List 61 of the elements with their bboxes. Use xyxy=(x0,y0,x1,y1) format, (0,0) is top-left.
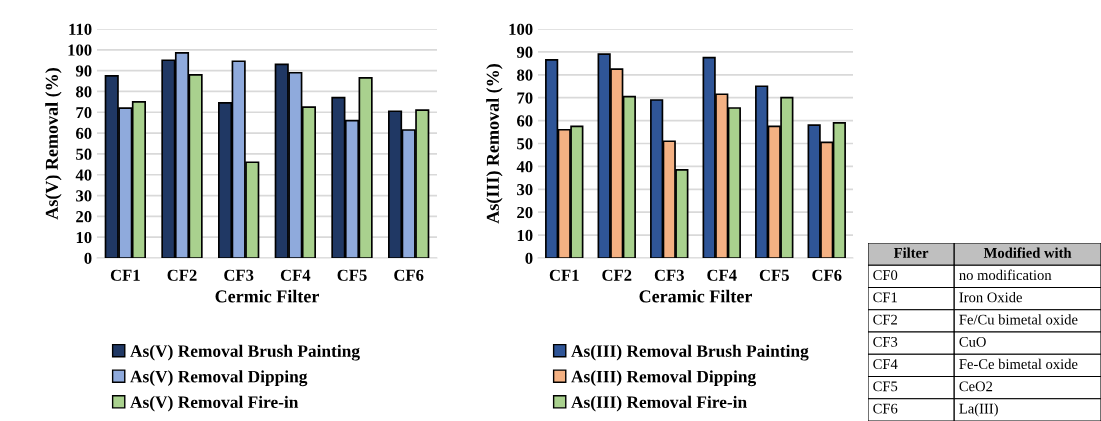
y-tick-label: 10 xyxy=(517,229,533,242)
text: Modified with xyxy=(983,247,1072,258)
y-axis-title: As(V) Removal (%) xyxy=(45,68,62,220)
y-tick-label: 0 xyxy=(84,252,92,264)
x-tick-label: CF2 xyxy=(602,269,632,281)
y-tick-label: 100 xyxy=(509,23,533,35)
legend-label: As(V) Removal Fire-in xyxy=(130,395,299,412)
text: La(III) xyxy=(959,403,998,417)
y-tick-label: 30 xyxy=(76,190,92,202)
y-tick-label: 50 xyxy=(76,148,92,160)
text: Filter xyxy=(893,247,929,258)
text: CuO xyxy=(959,336,986,347)
x-tick-label: CF3 xyxy=(224,269,254,281)
x-tick-label: CF6 xyxy=(394,269,424,281)
legend-label: As(III) Removal Fire-in xyxy=(571,395,747,412)
y-tick-label: 60 xyxy=(517,115,533,127)
y-tick-label: 110 xyxy=(69,23,92,35)
text: Iron Oxide xyxy=(959,292,1022,303)
y-tick-label: 70 xyxy=(76,106,92,119)
x-tick-label: CF6 xyxy=(812,269,842,281)
y-tick-label: 20 xyxy=(76,211,92,223)
text: CF0 xyxy=(873,270,898,281)
y-tick-label: 30 xyxy=(517,184,533,196)
legend-label: As(III) Removal Brush Painting xyxy=(571,344,809,361)
text: CF1 xyxy=(873,292,897,303)
legend-label: As(V) Removal Brush Painting xyxy=(130,344,360,361)
x-tick-label: CF1 xyxy=(549,269,579,281)
text: Fe-Ce bimetal oxide xyxy=(959,358,1078,370)
y-tick-label: 80 xyxy=(517,69,533,81)
y-axis-title: As(III) Removal (%) xyxy=(486,64,503,224)
x-tick-label: CF4 xyxy=(707,269,737,281)
y-tick-label: 40 xyxy=(75,169,92,181)
y-tick-label: 90 xyxy=(516,46,533,58)
text: CF4 xyxy=(873,359,898,370)
legend-label: As(V) Removal Dipping xyxy=(130,370,308,387)
x-tick-label: CF1 xyxy=(110,269,140,281)
y-tick-label: 80 xyxy=(76,86,92,98)
y-tick-label: 10 xyxy=(76,231,92,244)
text: CF3 xyxy=(873,336,898,347)
legend-label: As(III) Removal Dipping xyxy=(571,370,757,387)
y-tick-label: 50 xyxy=(517,138,533,150)
x-tick-label: CF5 xyxy=(759,269,789,281)
text: CF2 xyxy=(873,314,897,325)
x-axis-title: Cermic Filter xyxy=(215,289,319,303)
x-tick-label: CF4 xyxy=(280,269,311,281)
text: Fe/Cu bimetal oxide xyxy=(959,314,1078,325)
text: CF5 xyxy=(873,381,898,392)
x-tick-label: CF3 xyxy=(654,269,684,281)
x-tick-label: CF2 xyxy=(167,269,197,281)
text: no modification xyxy=(959,269,1052,281)
y-tick-label: 0 xyxy=(525,252,533,264)
y-tick-label: 100 xyxy=(68,44,92,56)
y-tick-label: 40 xyxy=(516,161,533,173)
x-tick-label: CF5 xyxy=(337,269,367,281)
x-axis-title: Ceramic Filter xyxy=(639,289,752,303)
y-tick-label: 60 xyxy=(76,127,92,140)
y-tick-label: 20 xyxy=(517,206,533,219)
text: CeO2 xyxy=(959,381,993,392)
y-tick-label: 90 xyxy=(75,65,92,77)
y-tick-label: 70 xyxy=(517,92,533,104)
text: CF6 xyxy=(873,403,898,414)
